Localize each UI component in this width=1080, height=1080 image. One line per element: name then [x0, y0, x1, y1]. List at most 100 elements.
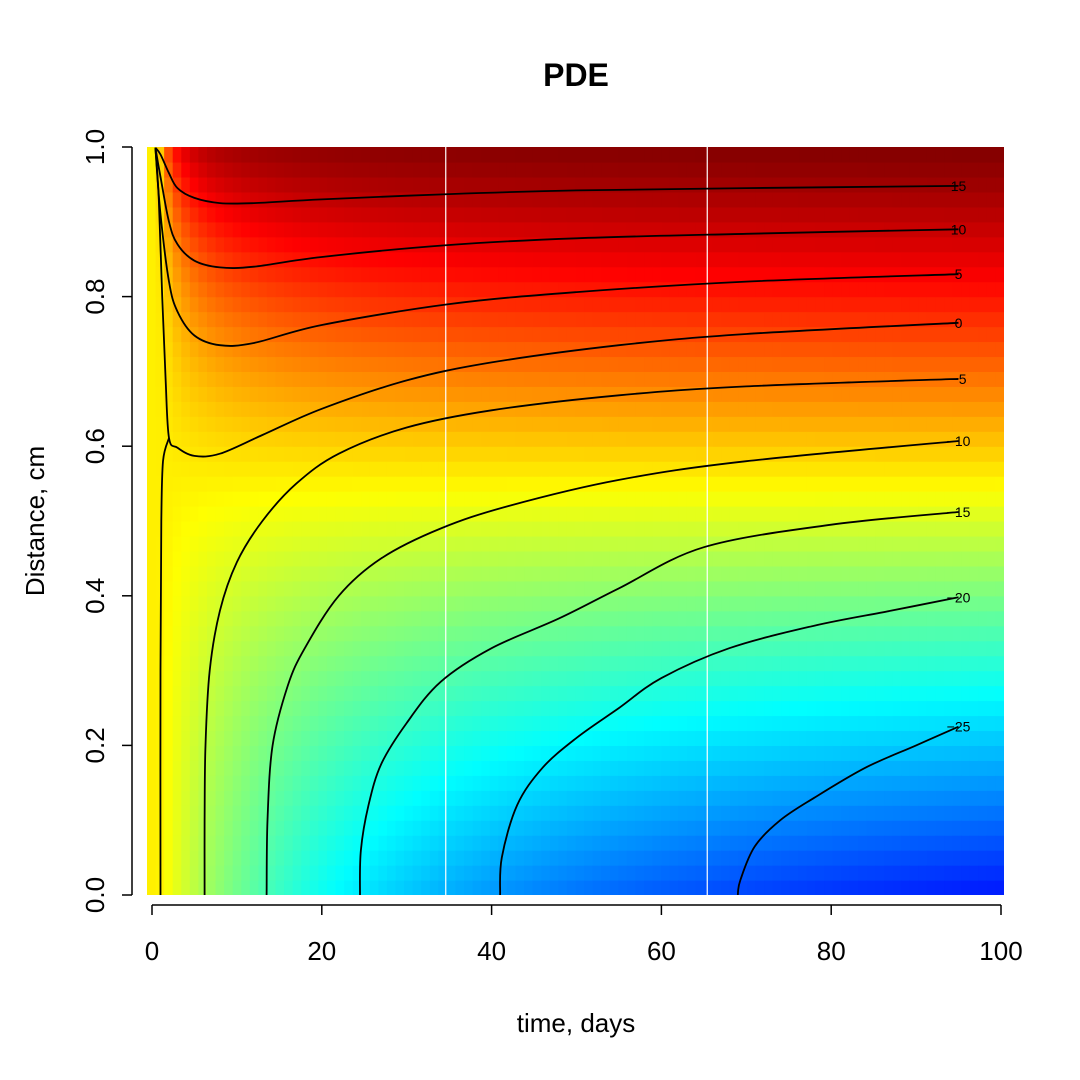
heat-cell: [395, 595, 405, 612]
heat-cell: [789, 700, 799, 717]
heat-cell: [875, 326, 885, 343]
heat-cell: [789, 296, 799, 313]
heat-cell: [626, 745, 637, 761]
heat-cell: [601, 805, 611, 821]
heat-cell: [781, 715, 791, 732]
heat-cell: [429, 655, 439, 672]
heat-cell: [926, 880, 937, 895]
heat-cell: [498, 371, 508, 387]
heat-cell: [926, 147, 937, 163]
heat-cell: [935, 790, 945, 806]
heat-cell: [901, 341, 911, 358]
heat-cell: [618, 251, 628, 268]
heat-cell: [669, 281, 679, 298]
heat-cell: [275, 296, 285, 313]
heat-cell: [678, 835, 688, 851]
heat-cell: [464, 775, 474, 791]
heat-cell: [164, 835, 174, 851]
heat-cell: [198, 715, 208, 732]
heat-cell: [189, 880, 200, 895]
heat-cell: [815, 820, 825, 836]
heat-cell: [926, 670, 937, 687]
heat-cell: [481, 491, 491, 507]
heat-cell: [215, 161, 225, 178]
heat-cell: [344, 640, 354, 657]
heat-cell: [901, 431, 911, 447]
heat-cell: [721, 251, 731, 268]
heat-cell: [626, 565, 637, 582]
heat-cell: [309, 401, 319, 417]
heat-cell: [961, 760, 971, 776]
heat-cell: [695, 461, 705, 477]
heat-cell: [772, 221, 782, 238]
heat-cell: [292, 880, 302, 895]
heat-cell: [206, 176, 217, 193]
heat-cell: [909, 670, 919, 687]
heat-cell: [755, 805, 765, 821]
heat-cell: [678, 775, 688, 791]
heat-cell: [704, 266, 714, 283]
heat-cell: [995, 386, 1004, 402]
heat-cell: [815, 760, 825, 776]
heat-cell: [866, 491, 877, 507]
heat-cell: [266, 640, 277, 657]
heat-cell: [961, 446, 971, 462]
heat-cell: [446, 865, 457, 881]
heat-cell: [738, 431, 748, 447]
heat-cell: [909, 326, 919, 343]
heat-cell: [635, 311, 645, 328]
heat-cell: [266, 266, 277, 283]
heat-cell: [566, 535, 577, 552]
heat-cell: [386, 655, 397, 672]
heat-cell: [549, 655, 559, 672]
heat-cell: [241, 655, 251, 672]
heat-cell: [215, 356, 225, 372]
heat-cell: [232, 700, 242, 717]
heat-cell: [584, 805, 594, 821]
heat-cell: [935, 281, 945, 298]
heat-cell: [301, 161, 311, 178]
heat-cell: [901, 356, 911, 372]
heat-cell: [986, 191, 997, 208]
heat-cell: [258, 341, 268, 358]
heat-cell: [944, 700, 954, 717]
heat-cell: [232, 655, 242, 672]
heat-cell: [746, 416, 757, 432]
heat-cell: [918, 730, 928, 746]
heat-cell: [841, 161, 851, 178]
heat-cell: [892, 580, 902, 597]
heat-cell: [609, 476, 619, 492]
heat-cell: [644, 236, 654, 253]
heat-cell: [969, 565, 979, 582]
heat-cell: [309, 580, 319, 597]
heat-cell: [678, 760, 688, 776]
heat-cell: [558, 281, 568, 298]
heat-cell: [309, 655, 319, 672]
heat-cell: [292, 550, 302, 567]
heat-cell: [995, 476, 1004, 492]
heat-cell: [815, 326, 825, 343]
heat-cell: [781, 670, 791, 687]
heat-cell: [489, 476, 499, 492]
heat-cell: [644, 850, 654, 866]
heat-cell: [532, 775, 542, 791]
heat-cell: [926, 191, 937, 208]
heat-cell: [789, 610, 799, 627]
heat-cell: [669, 521, 679, 537]
heat-cell: [464, 580, 474, 597]
heat-cell: [181, 431, 191, 447]
heat-cell: [301, 835, 311, 851]
heat-cell: [944, 236, 954, 253]
heat-cell: [318, 700, 328, 717]
heat-cell: [266, 176, 277, 193]
heat-cell: [584, 565, 594, 582]
heat-cell: [721, 236, 731, 253]
heat-cell: [284, 640, 294, 657]
heat-cell: [841, 491, 851, 507]
heat-cell: [875, 161, 885, 178]
heat-cell: [412, 506, 422, 522]
heat-cell: [224, 700, 234, 717]
heat-cell: [215, 401, 225, 417]
heat-cell: [352, 236, 362, 253]
heat-cell: [164, 161, 174, 178]
